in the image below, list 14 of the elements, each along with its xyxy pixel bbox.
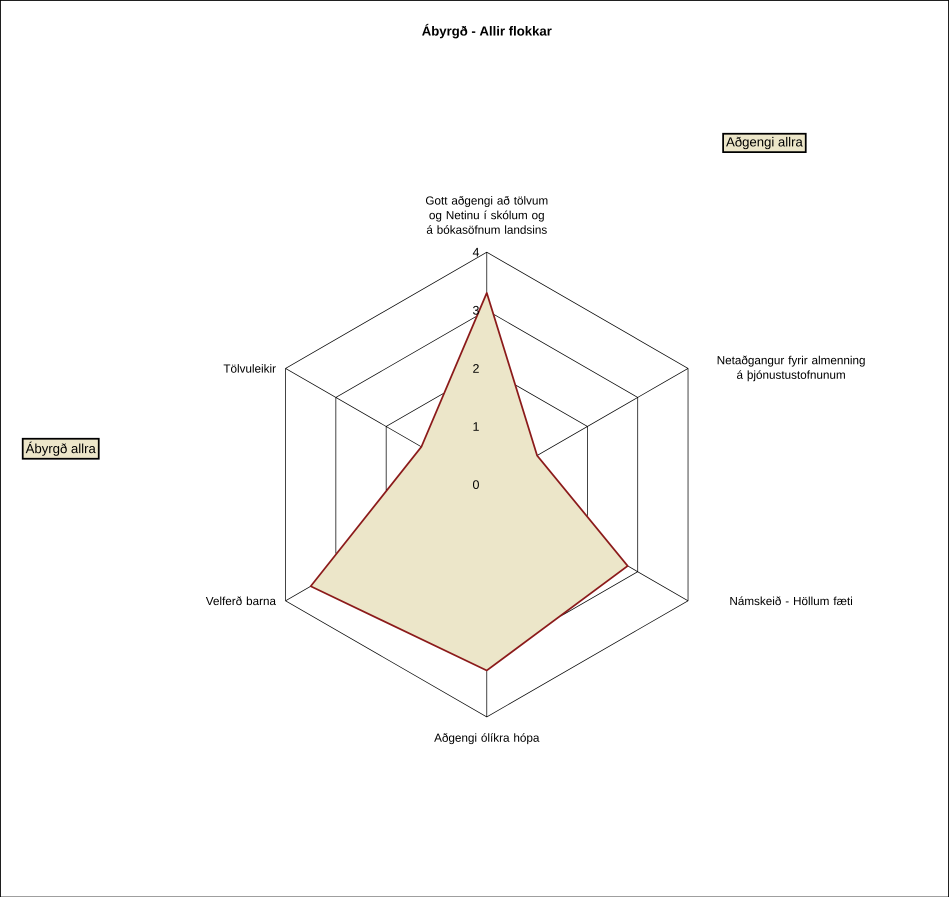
y-tick-label: 2 [473, 364, 479, 372]
spoke-label: Aðgengi ólíkra hópa [434, 732, 540, 744]
y-tick-label: 1 [473, 422, 479, 431]
text: Ábyrgð allra [26, 441, 96, 456]
y-tick-label: 4 [472, 248, 480, 256]
y-tick-label: 3 [473, 306, 479, 314]
spoke-label: Velferð barna [206, 596, 276, 605]
spoke-label: Gott aðgengi að tölvum og Netinu í skólum og á bókasöfnum landsins [426, 196, 548, 234]
spoke-label: Tölvuleikir [224, 364, 276, 372]
y-tick-label: 0 [473, 480, 479, 489]
text: Aðgengi allra [726, 136, 803, 149]
spoke-label: Námskeið - Höllum fæti [730, 596, 852, 605]
spoke-label: Netaðgangur fyrir almenning á þjónustustofnunum [718, 355, 865, 382]
chart-title: Ábyrgð - Allir flokkar [422, 24, 552, 38]
